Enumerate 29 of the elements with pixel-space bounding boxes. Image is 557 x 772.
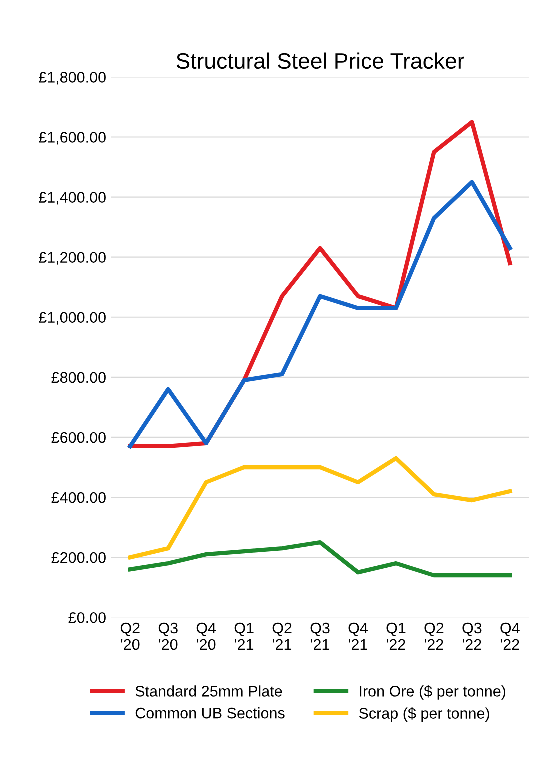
line-series <box>128 456 512 560</box>
y-tick-label: £600.00 <box>52 432 106 444</box>
legend-label: Iron Ore ($ per tonne) <box>360 685 506 700</box>
y-tick-label: £1,200.00 <box>39 252 106 265</box>
x-tick-label: Q3 '22 <box>462 622 482 650</box>
y-tick-label: £0.00 <box>68 612 106 624</box>
legend-label: Standard 25mm Plate <box>136 686 282 697</box>
x-tick-label: Q4 '21 <box>348 622 368 650</box>
y-tick-label: £200.00 <box>52 552 106 564</box>
x-tick-label: Q2 '22 <box>424 622 444 650</box>
x-tick-label: Q2 '21 <box>272 622 292 650</box>
legend-label: Scrap ($ per tonne) <box>359 708 490 722</box>
y-tick-label: £800.00 <box>52 372 106 384</box>
x-tick-label: Q1 '22 <box>386 622 406 650</box>
legend-label: Common UB Sections <box>136 708 285 719</box>
y-tick-label: £1,400.00 <box>39 192 106 205</box>
line-series <box>128 540 512 578</box>
y-tick-label: £1,800.00 <box>39 72 106 85</box>
y-tick-label: £1,000.00 <box>39 312 106 325</box>
x-tick-label: Q1 '21 <box>234 622 254 650</box>
x-tick-label: Q4 '22 <box>500 622 520 650</box>
chart-title: Structural Steel Price Tracker <box>176 52 464 70</box>
x-tick-label: Q3 '21 <box>310 622 330 650</box>
x-tick-label: Q3 '20 <box>158 622 178 650</box>
line-series <box>128 180 512 449</box>
x-tick-label: Q4 '20 <box>196 622 216 650</box>
x-tick-label: Q2 '20 <box>120 622 140 650</box>
y-tick-label: £1,600.00 <box>39 132 106 145</box>
y-tick-label: £400.00 <box>52 492 106 504</box>
